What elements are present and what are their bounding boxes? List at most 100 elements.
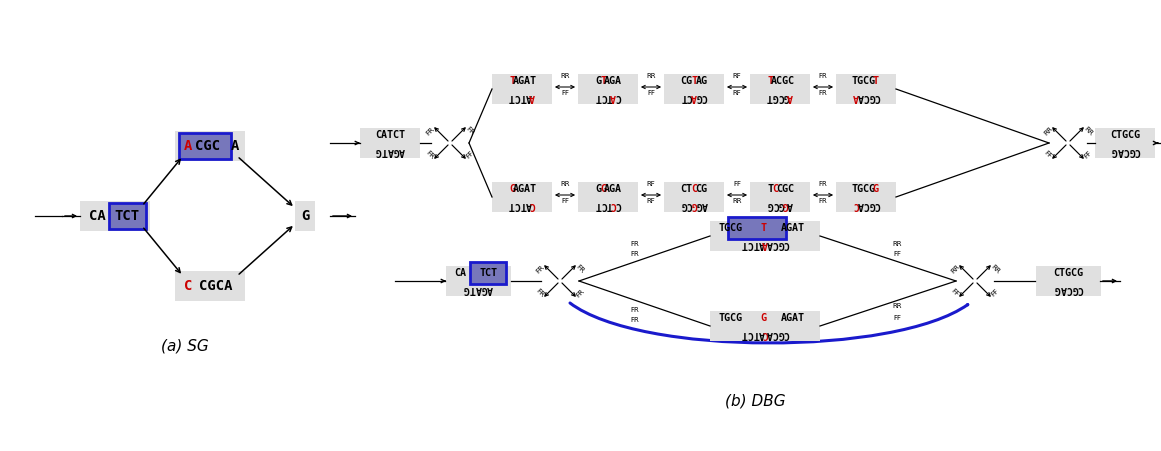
FancyBboxPatch shape [492, 74, 551, 104]
Text: FR: FR [464, 126, 475, 136]
Text: GCGT: GCGT [765, 92, 789, 102]
Text: CGC: CGC [195, 139, 221, 153]
Text: A: A [528, 92, 535, 102]
FancyBboxPatch shape [711, 311, 820, 341]
Text: FR: FR [535, 288, 546, 299]
Text: AGAT: AGAT [781, 223, 805, 233]
Text: RF: RF [733, 90, 742, 96]
Text: RR: RR [893, 240, 902, 247]
Text: CGCA: CGCA [857, 200, 880, 210]
Text: RR: RR [733, 198, 742, 204]
Text: RF: RF [647, 181, 655, 187]
Text: G: G [691, 200, 697, 210]
Text: RF: RF [733, 73, 742, 79]
Text: G: G [596, 76, 601, 86]
Text: TGCG: TGCG [851, 76, 875, 86]
Text: GCG: GCG [766, 200, 784, 210]
Text: FR: FR [425, 126, 435, 136]
FancyBboxPatch shape [360, 128, 420, 158]
Text: TCT: TCT [115, 209, 139, 223]
FancyBboxPatch shape [750, 74, 810, 104]
Text: FR: FR [819, 181, 828, 187]
Text: FF: FF [950, 288, 960, 298]
FancyBboxPatch shape [578, 74, 639, 104]
Text: ATCT: ATCT [507, 200, 532, 210]
Text: AGATG: AGATG [463, 284, 493, 294]
Text: AG: AG [695, 200, 707, 210]
Text: FR: FR [425, 150, 435, 161]
Text: C: C [615, 92, 621, 102]
Text: TGCG: TGCG [717, 223, 742, 233]
Text: ACGC: ACGC [771, 76, 794, 86]
Text: FF: FF [647, 90, 655, 96]
Text: AGAT: AGAT [781, 313, 805, 323]
FancyBboxPatch shape [108, 203, 145, 229]
Text: TGCG: TGCG [851, 184, 875, 194]
Text: AGA: AGA [604, 76, 622, 86]
Text: CGCA: CGCA [765, 239, 789, 249]
FancyBboxPatch shape [1036, 266, 1101, 296]
Text: T: T [600, 76, 606, 86]
Text: G: G [600, 184, 606, 194]
FancyBboxPatch shape [836, 74, 896, 104]
Text: G: G [301, 209, 309, 223]
FancyBboxPatch shape [179, 133, 231, 159]
Text: (a) SG: (a) SG [161, 339, 209, 354]
Text: RR: RR [950, 263, 960, 275]
Text: TCT: TCT [594, 200, 612, 210]
FancyBboxPatch shape [578, 182, 639, 212]
FancyBboxPatch shape [175, 131, 245, 161]
Text: RR: RR [1043, 125, 1054, 137]
FancyBboxPatch shape [750, 182, 810, 212]
Text: A: A [691, 92, 697, 102]
Text: RR: RR [893, 304, 902, 309]
Text: T: T [767, 76, 773, 86]
Text: AGATG: AGATG [375, 146, 405, 156]
Text: CTGCG: CTGCG [1110, 130, 1140, 140]
FancyBboxPatch shape [80, 201, 150, 231]
Text: T: T [510, 76, 515, 86]
Text: CG: CG [680, 200, 693, 210]
Text: RR: RR [561, 73, 570, 79]
Text: FR: FR [630, 240, 640, 247]
Text: AGAT: AGAT [512, 184, 536, 194]
Text: TCT: TCT [594, 92, 612, 102]
Text: FF: FF [464, 150, 475, 160]
Text: CGCA: CGCA [765, 329, 789, 339]
Text: CG: CG [695, 92, 707, 102]
Text: A: A [762, 239, 767, 249]
Text: (b) DBG: (b) DBG [724, 394, 785, 409]
Text: CG: CG [680, 76, 693, 86]
Text: C: C [762, 329, 767, 339]
Text: CA: CA [454, 268, 466, 278]
Text: G: G [760, 313, 766, 323]
Text: CG: CG [695, 184, 707, 194]
Text: G: G [781, 200, 788, 210]
Text: AGAT: AGAT [512, 76, 536, 86]
Text: A: A [610, 92, 615, 102]
Text: FR: FR [630, 318, 640, 323]
Text: G: G [510, 184, 515, 194]
Text: CT: CT [680, 184, 693, 194]
Text: C: C [610, 200, 615, 210]
FancyBboxPatch shape [446, 266, 511, 296]
Text: CATCT: CATCT [375, 130, 405, 140]
Text: ATCT: ATCT [507, 92, 532, 102]
Text: FR: FR [819, 73, 828, 79]
Text: FF: FF [990, 288, 1000, 298]
Text: ATCT: ATCT [741, 239, 765, 249]
Text: TCT: TCT [479, 268, 497, 278]
FancyBboxPatch shape [836, 182, 896, 212]
Text: C: C [183, 279, 193, 293]
FancyArrowPatch shape [570, 303, 968, 343]
Text: CGCAG: CGCAG [1110, 146, 1140, 156]
Text: ATCT: ATCT [741, 329, 765, 339]
Text: TGCG: TGCG [717, 313, 742, 323]
Text: FR: FR [630, 252, 640, 258]
FancyBboxPatch shape [175, 271, 245, 301]
Text: G: G [596, 184, 601, 194]
Text: CGCA: CGCA [200, 279, 232, 293]
Text: RR: RR [647, 73, 656, 79]
Text: CT: CT [680, 92, 693, 102]
Text: CTGCG: CTGCG [1053, 268, 1083, 278]
